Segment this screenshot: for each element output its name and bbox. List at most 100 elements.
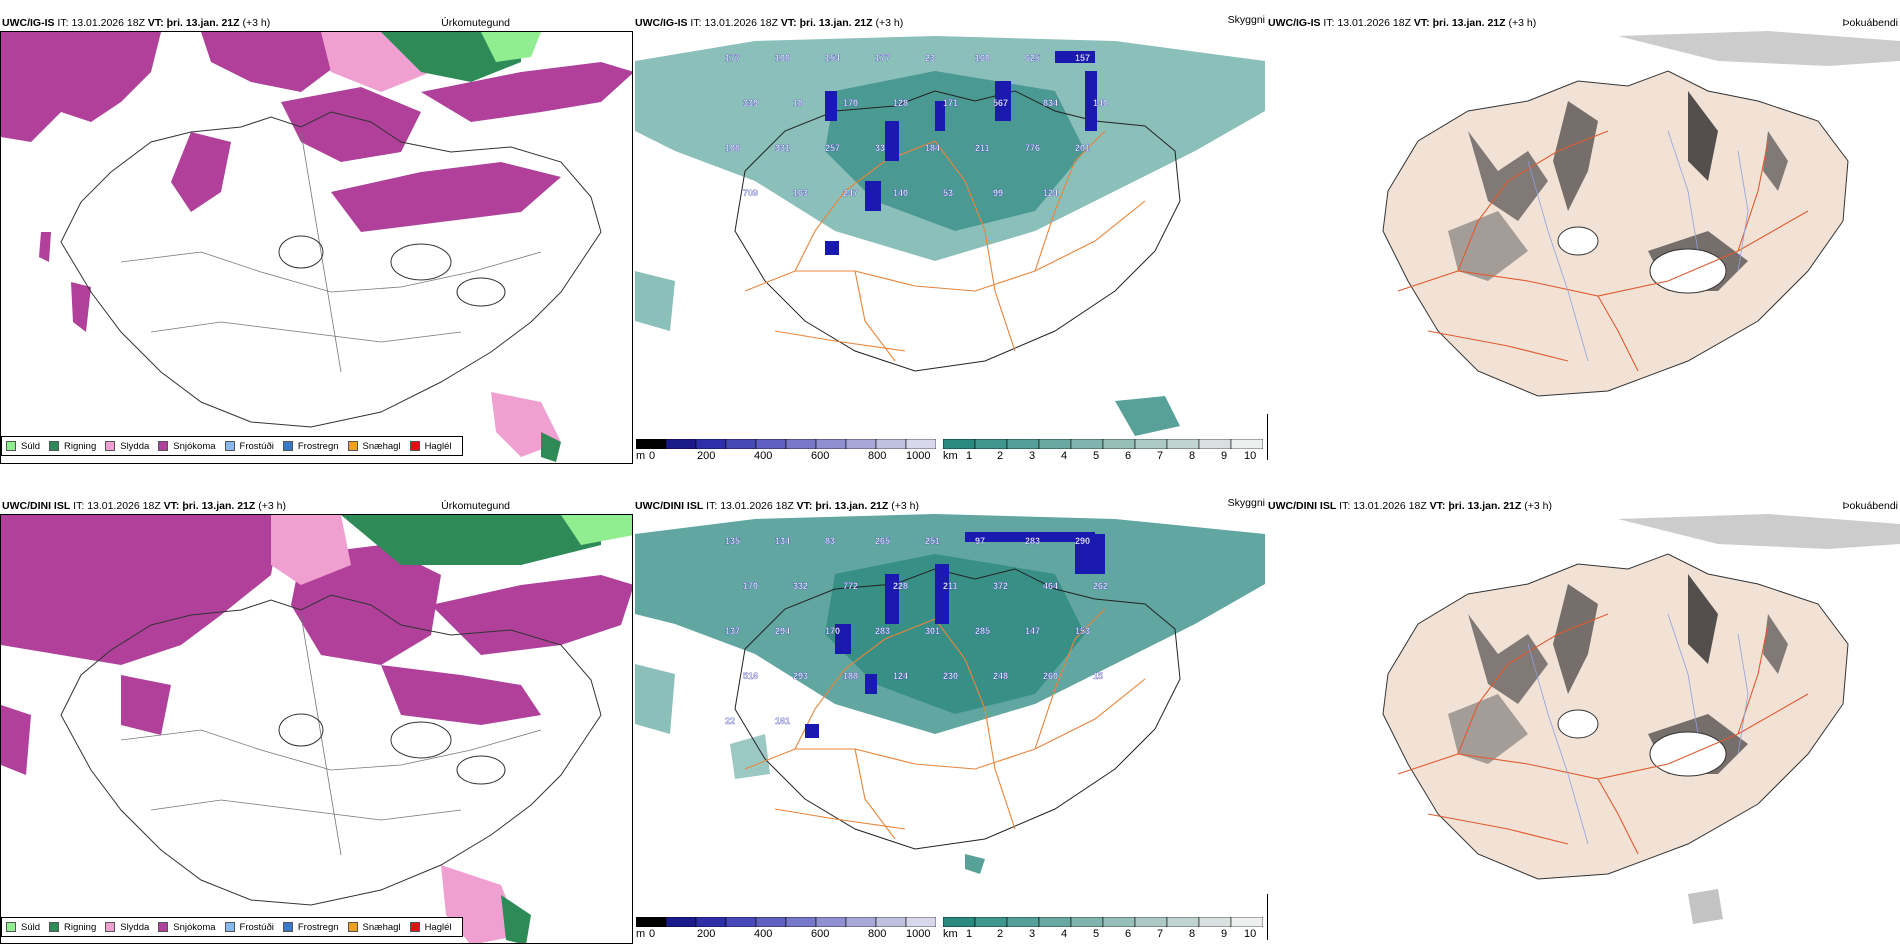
ceiling-value-label: 262 xyxy=(1093,581,1108,591)
visibility-colorbar: km 1 2 3 4 5 6 7 8 9 10 xyxy=(943,439,1263,463)
panel-header: UWC/IG-IS IT: 13.01.2026 18Z VT: þri. 13… xyxy=(1268,17,1537,29)
colorbar-bin xyxy=(755,917,787,927)
ceiling-value-label: 124 xyxy=(1043,188,1058,198)
visibility-tick: 8 xyxy=(1189,450,1196,462)
ceiling-value-label: 260 xyxy=(1043,671,1058,681)
ceiling-value-label: 772 xyxy=(843,581,858,591)
ceiling-value-label: 170 xyxy=(843,98,858,108)
ceiling-value-label: 137 xyxy=(725,626,740,636)
visibility-tick: 6 xyxy=(1125,928,1132,940)
ceiling-value-label: 124 xyxy=(893,671,908,681)
ceiling-value-label: 331 xyxy=(775,143,790,153)
panel-header: UWC/IG-IS IT: 13.01.2026 18Z VT: þri. 13… xyxy=(635,17,904,29)
colorbar-bin xyxy=(1166,439,1200,449)
colorbar-bin xyxy=(1134,917,1168,927)
legend-item-sleet: Slydda xyxy=(105,922,149,933)
ceiling-value-label: 163 xyxy=(793,188,808,198)
colorbar-bin xyxy=(665,917,697,927)
ceiling-value-label: 372 xyxy=(993,581,1008,591)
panel-title-fog: Þokuábendi xyxy=(1842,17,1898,29)
legend-item-graupel: Snæhagl xyxy=(347,922,401,933)
ceiling-tick: 200 xyxy=(697,928,716,940)
ceiling-tick: 200 xyxy=(697,450,716,462)
ceiling-value-label: 301 xyxy=(925,626,940,636)
ceiling-unit: m xyxy=(636,450,646,462)
colorbar-bin xyxy=(875,439,907,449)
visibility-tick: 4 xyxy=(1061,450,1068,462)
colorbar-bin xyxy=(845,439,877,449)
colorbar-bin xyxy=(636,917,667,927)
precip-map[interactable] xyxy=(0,31,633,464)
colorbar-bin xyxy=(725,439,757,449)
ceiling-value-label: 776 xyxy=(1025,143,1040,153)
ceiling-tick: 800 xyxy=(868,928,887,940)
legend-item-drizzle: Súld xyxy=(6,441,40,452)
ceiling-colorbar-svg xyxy=(636,439,936,449)
colorbar-bin xyxy=(1038,917,1072,927)
panel-header: UWC/DINI ISL IT: 13.01.2026 18Z VT: þri.… xyxy=(635,500,919,512)
visibility-map[interactable]: 177 108 154 177 23 160 625 157 339 18 170 128 171 567… xyxy=(635,31,1265,441)
visibility-colorbar-svg xyxy=(943,917,1263,927)
visibility-tick: 7 xyxy=(1157,450,1164,462)
visibility-map-svg: 135 134 83 265 251 97 283 290 170 332 772 228 211 372… xyxy=(635,514,1265,874)
legend-item-hail: Haglél xyxy=(409,922,452,933)
colorbar-bin xyxy=(974,439,1008,449)
colorbar-bin xyxy=(1198,917,1232,927)
colorbar-bin xyxy=(1166,917,1200,927)
panel-title-precip: Úrkomutegund xyxy=(441,500,510,512)
visibility-map[interactable]: 135 134 83 265 251 97 283 290 170 332 772 228 211 372… xyxy=(635,514,1265,916)
ceiling-value-label: 257 xyxy=(825,143,840,153)
ceiling-value-label: 83 xyxy=(825,536,835,546)
colorbar-bin xyxy=(1134,439,1168,449)
ceiling-value-label: 147 xyxy=(1025,626,1040,636)
ceiling-value-label: 516 xyxy=(743,671,758,681)
colorbar-bin xyxy=(974,917,1008,927)
ceiling-value-label: 154 xyxy=(825,53,840,63)
visibility-unit: km xyxy=(943,450,958,462)
ceiling-value-label: 293 xyxy=(793,671,808,681)
colorbar-bin xyxy=(695,439,727,449)
visibility-tick: 5 xyxy=(1093,928,1100,940)
ceiling-value-label: 23 xyxy=(925,53,935,63)
ceiling-tick: 0 xyxy=(649,450,656,462)
visibility-unit: km xyxy=(943,928,958,940)
visibility-tick: 9 xyxy=(1221,928,1228,940)
precip-map[interactable] xyxy=(0,514,633,944)
ceiling-value-label: 294 xyxy=(775,626,790,636)
visibility-map-svg: 177 108 154 177 23 160 625 157 339 18 170 128 171 567… xyxy=(635,36,1265,436)
visibility-tick: 1 xyxy=(966,928,973,940)
legend-item-snow: Snjókoma xyxy=(158,441,216,452)
ceiling-value-label: 283 xyxy=(1025,536,1040,546)
legend-item-hail: Haglél xyxy=(409,441,452,452)
ceiling-tick: 600 xyxy=(811,450,830,462)
panel-title-visibility: Skyggni xyxy=(1227,14,1265,26)
colorbar-bin xyxy=(636,439,667,449)
colorbar-bin xyxy=(875,917,907,927)
ceiling-value-label: 709 xyxy=(743,188,758,198)
colorbar-bin xyxy=(665,439,697,449)
fog-map[interactable] xyxy=(1268,514,1900,944)
fog-map[interactable] xyxy=(1268,31,1900,464)
legend-item-freezing-rain: Frostregn xyxy=(282,441,339,452)
visibility-tick: 9 xyxy=(1221,450,1228,462)
ceiling-value-label: 265 xyxy=(875,536,890,546)
ceiling-tick: 400 xyxy=(754,450,773,462)
colorbar-bin xyxy=(943,439,976,449)
panel-header: UWC/IG-IS IT: 13.01.2026 18Z VT: þri. 13… xyxy=(2,17,271,29)
panel-header: UWC/DINI ISL IT: 13.01.2026 18Z VT: þri.… xyxy=(2,500,286,512)
legend-item-rain: Rigning xyxy=(49,441,96,452)
ceiling-value-label: 134 xyxy=(775,536,790,546)
precip-map-svg xyxy=(1,32,632,462)
ceiling-value-label: 230 xyxy=(943,671,958,681)
visibility-tick: 2 xyxy=(997,928,1004,940)
colorbar-bin xyxy=(943,917,976,927)
fog-map-svg xyxy=(1382,514,1900,924)
legend-item-sleet: Slydda xyxy=(105,441,149,452)
precip-legend: Súld Rigning Slydda Snjókoma Frostúði Fr… xyxy=(1,436,463,456)
legend-item-freezing-drizzle: Frostúði xyxy=(224,441,274,452)
panel-header: UWC/DINI ISL IT: 13.01.2026 18Z VT: þri.… xyxy=(1268,500,1552,512)
colorbar-bin xyxy=(785,439,817,449)
ceiling-tick: 400 xyxy=(754,928,773,940)
colorbar-bin xyxy=(905,439,936,449)
precip-map-svg xyxy=(1,515,632,943)
